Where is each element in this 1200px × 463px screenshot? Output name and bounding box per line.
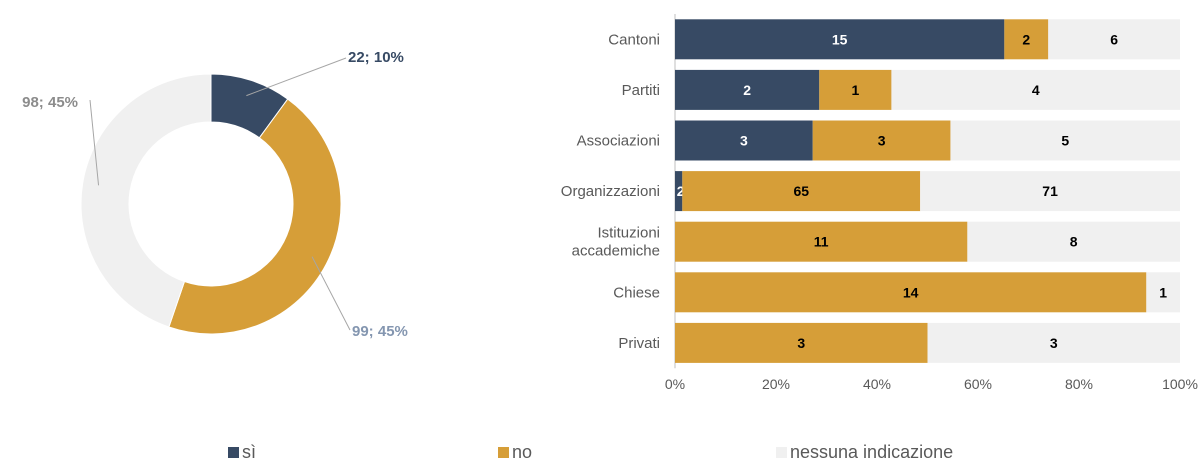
bar-segment-no: [675, 272, 1147, 313]
category-label-line: Privati: [618, 335, 660, 352]
donut-leader-line-si: [246, 57, 347, 97]
donut-chart: 22; 10% 99; 45% 98; 45%: [22, 49, 408, 340]
category-label: Cantoni: [608, 31, 660, 48]
bar-segment-si: [675, 120, 813, 161]
donut-data-label-no: 99; 45%: [352, 323, 408, 340]
bar-data-label-none: 4: [1032, 82, 1040, 98]
bar-segment-no: [682, 171, 921, 212]
category-label-line: Chiese: [613, 284, 660, 301]
bar-data-label-no: 3: [878, 133, 886, 149]
legend-swatch-none: [776, 446, 787, 458]
bar-segment-none: [927, 322, 1180, 363]
bar-segment-none: [1146, 272, 1180, 313]
bar-data-label-no: 3: [797, 335, 805, 351]
bar-data-label-none: 71: [1042, 183, 1058, 199]
x-tick-label: 100%: [1162, 376, 1198, 392]
bar-segment-none: [967, 221, 1180, 262]
legend-label-no: no: [512, 441, 533, 462]
bar-data-label-no: 14: [903, 284, 919, 300]
category-label: Partiti: [622, 82, 660, 99]
x-tick-label: 80%: [1065, 376, 1093, 392]
category-label: Istituzioni accademiche: [572, 225, 660, 260]
legend-item-none: nessuna indicazione: [776, 442, 953, 462]
bar-segment-none: [920, 171, 1180, 212]
category-label-line: Partiti: [622, 82, 660, 99]
x-tick-label: 20%: [762, 376, 790, 392]
category-label: Organizzazioni: [561, 183, 660, 200]
donut-slice-no: [168, 98, 342, 335]
bar-segment-none: [1048, 19, 1180, 60]
bar-data-label-si: 2: [743, 82, 751, 98]
bar-segment-no: [675, 221, 968, 262]
bar-segment-si: [675, 171, 683, 212]
donut-leader-line-no: [311, 256, 351, 331]
bar-segment-none: [950, 120, 1180, 161]
category-label: Chiese: [613, 284, 660, 301]
bar-segment-no: [819, 69, 892, 110]
category-label: Privati: [618, 335, 660, 352]
category-label-line: accademiche: [572, 243, 660, 260]
legend-label-si: sì: [242, 441, 257, 462]
bar-data-label-si: 2: [677, 183, 685, 199]
donut-data-label-si: 22; 10%: [348, 49, 404, 66]
legend-swatch-no: [498, 446, 509, 458]
x-tick-label: 40%: [863, 376, 891, 392]
bar-data-label-si: 15: [832, 31, 848, 47]
bar-segment-no: [812, 120, 951, 161]
category-label-line: Associazioni: [577, 133, 660, 150]
bar-data-label-none: 1: [1159, 284, 1167, 300]
bar-segment-no: [1004, 19, 1049, 60]
bar-data-label-none: 6: [1110, 31, 1118, 47]
bar-data-label-no: 1: [851, 82, 859, 98]
bar-segment-none: [891, 69, 1180, 110]
donut-leader-line-none: [89, 99, 100, 186]
legend-label-none: nessuna indicazione: [790, 441, 954, 462]
category-label-line: Istituzioni: [597, 225, 660, 242]
legend-item-no: no: [498, 442, 532, 462]
x-tick-label: 0%: [665, 376, 685, 392]
bar-data-label-si: 3: [740, 133, 748, 149]
donut-slice-none: [80, 73, 212, 328]
x-tick-label: 60%: [964, 376, 992, 392]
bar-data-label-no: 65: [793, 183, 809, 199]
legend-swatch-si: [228, 446, 239, 458]
bar-data-label-none: 3: [1050, 335, 1058, 351]
donut-data-label-none: 98; 45%: [22, 94, 78, 111]
bar-data-label-none: 5: [1061, 133, 1069, 149]
bar-data-label-none: 8: [1070, 234, 1078, 250]
category-label: Associazioni: [577, 133, 660, 150]
category-label-line: Organizzazioni: [561, 183, 660, 200]
bar-data-label-no: 11: [814, 234, 829, 250]
bar-segment-no: [675, 322, 928, 363]
bar-segment-si: [675, 69, 820, 110]
legend-item-si: sì: [228, 442, 256, 462]
bar-data-label-no: 2: [1022, 31, 1030, 47]
bar-segment-si: [675, 19, 1005, 60]
category-label-line: Cantoni: [608, 31, 660, 48]
